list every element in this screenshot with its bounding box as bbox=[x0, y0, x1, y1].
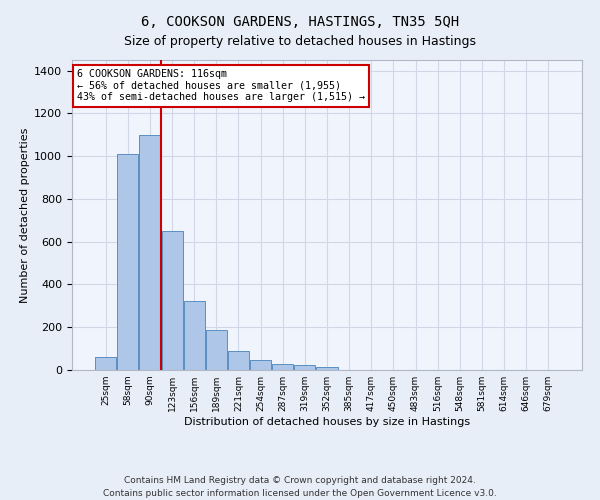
Bar bbox=[295, 364, 316, 370]
Text: Contains HM Land Registry data © Crown copyright and database right 2024.
Contai: Contains HM Land Registry data © Crown c… bbox=[103, 476, 497, 498]
Y-axis label: Number of detached properties: Number of detached properties bbox=[20, 128, 30, 302]
Bar bbox=[228, 351, 249, 370]
Text: Size of property relative to detached houses in Hastings: Size of property relative to detached ho… bbox=[124, 35, 476, 48]
Text: 6 COOKSON GARDENS: 116sqm
← 56% of detached houses are smaller (1,955)
43% of se: 6 COOKSON GARDENS: 116sqm ← 56% of detac… bbox=[77, 70, 365, 102]
Bar bbox=[95, 356, 116, 370]
Bar bbox=[250, 360, 271, 370]
Text: 6, COOKSON GARDENS, HASTINGS, TN35 5QH: 6, COOKSON GARDENS, HASTINGS, TN35 5QH bbox=[141, 15, 459, 29]
Bar bbox=[316, 367, 338, 370]
Bar bbox=[161, 231, 182, 370]
Bar bbox=[184, 300, 205, 370]
Bar bbox=[139, 135, 160, 370]
Bar bbox=[206, 330, 227, 370]
X-axis label: Distribution of detached houses by size in Hastings: Distribution of detached houses by size … bbox=[184, 417, 470, 427]
Bar bbox=[118, 154, 139, 370]
Bar bbox=[272, 364, 293, 370]
